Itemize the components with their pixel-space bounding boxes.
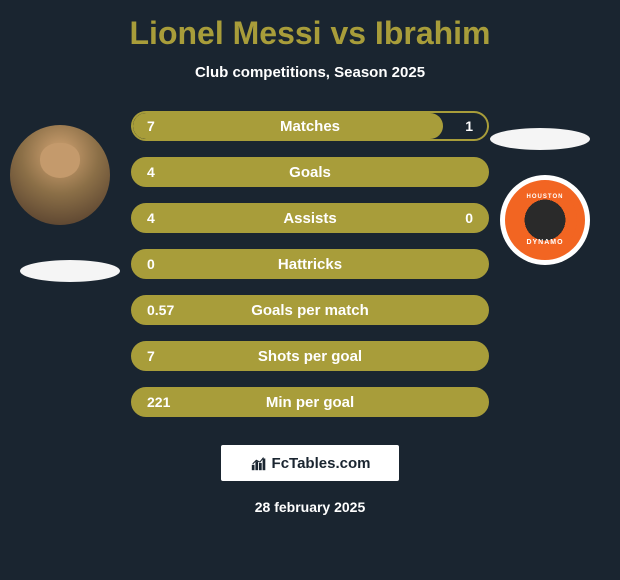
- stat-left-value: 4: [147, 164, 155, 180]
- stat-left-value: 4: [147, 210, 155, 226]
- stat-label: Goals: [133, 164, 487, 181]
- stat-right-value: 0: [465, 210, 473, 226]
- brand-badge[interactable]: FcTables.com: [221, 445, 399, 481]
- player-right-avatar: HOUSTON DYNAMO: [500, 175, 590, 265]
- stat-row-gpm: 0.57 Goals per match: [131, 295, 489, 325]
- stat-label: Matches: [133, 118, 487, 135]
- stat-label: Shots per goal: [133, 348, 487, 365]
- stat-label: Min per goal: [133, 394, 487, 411]
- dynamo-text-bottom: DYNAMO: [507, 239, 583, 246]
- stat-row-assists: 4 Assists 0: [131, 203, 489, 233]
- player-right-club-badge-top: [490, 128, 590, 150]
- dynamo-text-top: HOUSTON: [507, 194, 583, 200]
- stat-label: Goals per match: [133, 302, 487, 319]
- stat-row-mpg: 221 Min per goal: [131, 387, 489, 417]
- brand-chart-icon: [250, 454, 268, 472]
- stat-left-value: 0: [147, 256, 155, 272]
- player-left-club-badge: [20, 260, 120, 282]
- stat-row-matches: 7 Matches 1: [131, 111, 489, 141]
- date-label: 28 february 2025: [0, 499, 620, 515]
- page-title: Lionel Messi vs Ibrahim: [0, 15, 620, 52]
- stat-left-value: 221: [147, 394, 170, 410]
- comparison-card: Lionel Messi vs Ibrahim Club competition…: [0, 0, 620, 580]
- dynamo-logo-icon: HOUSTON DYNAMO: [505, 180, 585, 260]
- stat-row-spg: 7 Shots per goal: [131, 341, 489, 371]
- stat-label: Assists: [133, 210, 487, 227]
- stat-left-value: 7: [147, 348, 155, 364]
- player-left-avatar: [10, 125, 110, 225]
- subtitle: Club competitions, Season 2025: [0, 64, 620, 81]
- stat-label: Hattricks: [133, 256, 487, 273]
- brand-text: FcTables.com: [272, 455, 371, 472]
- stat-row-goals: 4 Goals: [131, 157, 489, 187]
- stat-left-value: 0.57: [147, 302, 174, 318]
- stat-row-hattricks: 0 Hattricks: [131, 249, 489, 279]
